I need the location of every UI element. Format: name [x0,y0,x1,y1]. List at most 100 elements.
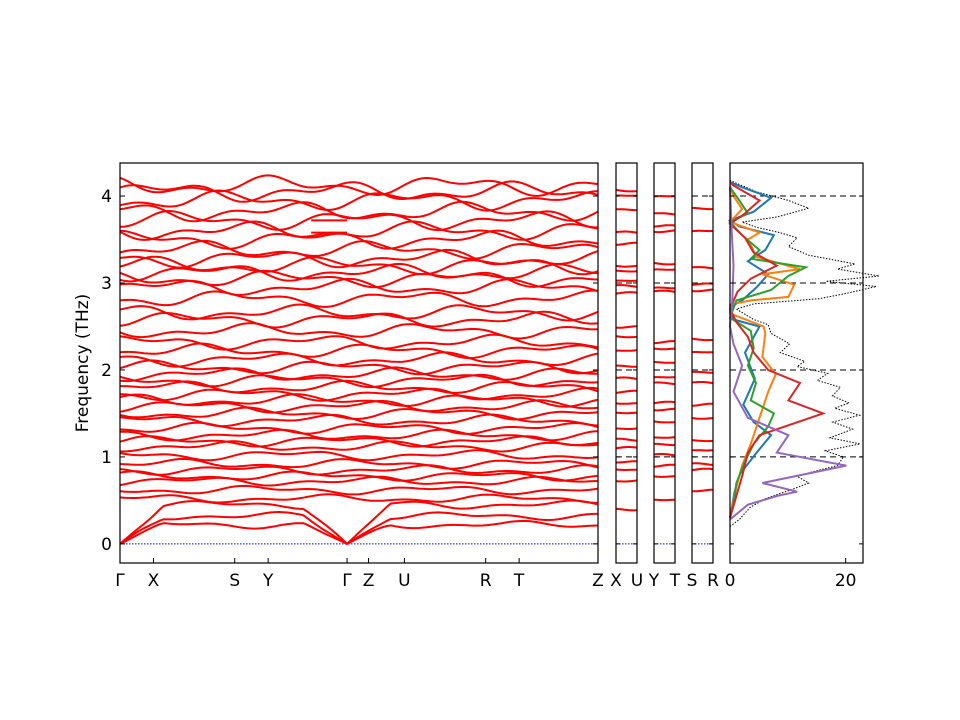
x-tick-label: T [669,571,681,591]
band-line [616,389,637,394]
y-tick-label: 2 [101,361,112,381]
band-line [616,479,638,483]
band-line [119,239,599,260]
band-line [615,468,637,471]
panel-frame [119,162,599,564]
y-tick-label: 1 [101,448,112,468]
band-line [691,417,713,420]
band-line [119,428,599,442]
band-line [654,224,675,228]
band-line [119,457,599,470]
band-line [615,291,637,295]
band-line [654,463,675,468]
band-line [654,407,675,412]
band-line [691,282,714,286]
band-line [692,462,713,466]
band-line [653,347,675,351]
band-line [691,288,714,293]
band-line [119,510,598,546]
band-line [119,435,599,448]
band-line [119,499,599,546]
band-line [119,220,599,241]
band-line [653,453,675,457]
band-line [654,381,675,386]
band-line [119,180,599,203]
x-tick-label: 20 [835,571,857,591]
band-line [616,507,637,512]
band-line [616,364,638,368]
band-line [616,284,638,288]
x-tick-label: X [610,571,622,591]
band-line [616,264,637,268]
band-line [119,189,599,212]
band-line [654,229,675,234]
x-tick-label: S [229,571,240,591]
band-line [119,470,599,482]
band-line [119,373,599,389]
band-line [616,349,638,352]
band-line [653,262,676,266]
band-line [616,189,637,193]
band-line [119,484,599,496]
x-tick-label: S [687,571,698,591]
band-line [654,289,676,293]
band-line [692,467,714,472]
dos-series-curve-3 [728,186,810,519]
band-line [119,421,599,435]
band-line [119,366,599,383]
band-line [615,402,637,405]
band-line [119,399,599,414]
band-line [119,393,599,408]
band-line [616,325,637,329]
band-line [692,439,713,443]
band-line [692,402,713,407]
band-line [119,351,599,368]
band-line [615,411,638,415]
dos-series-curve-5 [728,187,847,521]
band-line [119,269,599,289]
band-line [119,475,599,487]
x-tick-label: Y [648,571,660,591]
band-line [692,381,714,385]
band-line [119,519,599,546]
band-line [692,206,713,211]
y-tick-label: 3 [101,274,112,294]
panel-frame [615,162,638,564]
band-line [615,460,637,464]
band-line [119,342,599,360]
x-tick-label: R [707,571,719,591]
band-line [119,406,599,421]
band-line [653,340,675,345]
band-line [654,475,675,478]
band-line [654,212,675,216]
band-line [119,303,599,322]
x-tick-label: Γ [115,571,125,591]
band-line [615,335,637,339]
band-line [654,442,675,447]
band-line [119,174,599,197]
x-tick-label: T [513,571,525,591]
band-line [119,229,599,250]
band-line [615,230,637,234]
band-line [653,420,675,424]
dos-total-curve [729,179,880,527]
band-line [654,361,676,364]
band-line [616,241,637,246]
band-line [616,437,637,442]
y-tick-label: 4 [101,187,112,207]
dos-panel: 0 20 [725,162,880,591]
band-line [120,386,599,402]
band-line [692,337,713,342]
band-line [120,379,599,394]
band-line [615,208,637,212]
band-line [654,286,675,290]
x-tick-label: Γ [342,571,352,591]
band-line [691,488,713,493]
panel-frame [729,162,864,564]
band-line [692,370,713,374]
band-line [615,446,637,450]
